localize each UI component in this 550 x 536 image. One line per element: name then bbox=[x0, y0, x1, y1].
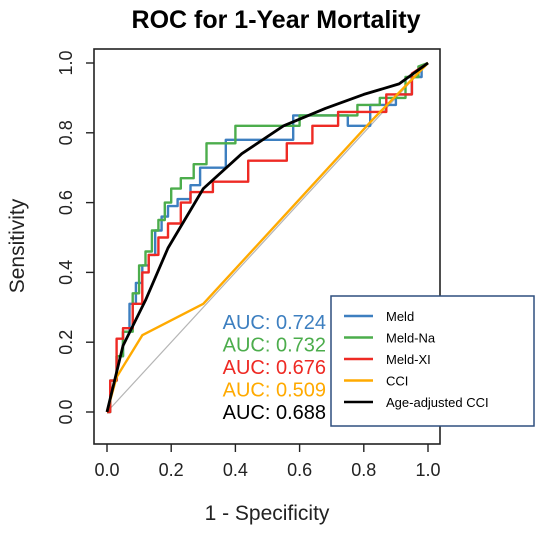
legend-label-meld-na: Meld-Na bbox=[386, 331, 436, 346]
legend: Meld Meld-Na Meld-XI CCI Age-adjusted CCI bbox=[330, 295, 535, 427]
y-axis-label: Sensitivity bbox=[6, 198, 29, 293]
y-tick-label: 0.8 bbox=[56, 120, 76, 145]
auc-label-meld-xi: AUC: 0.676 bbox=[223, 357, 326, 379]
legend-box bbox=[330, 295, 535, 427]
plot-frame bbox=[93, 48, 441, 445]
series-line-meld-xi bbox=[107, 61, 429, 414]
x-axis: 0.0 0.2 0.4 0.6 0.8 1.0 bbox=[94, 444, 441, 480]
auc-label-cci: AUC: 0.509 bbox=[223, 380, 326, 402]
x-tick-label: 0.0 bbox=[94, 460, 119, 480]
y-tick-label: 0.4 bbox=[56, 260, 76, 285]
series-line-age-adjusted-cci bbox=[105, 61, 429, 413]
auc-label-age-adjusted-cci: AUC: 0.688 bbox=[223, 402, 326, 424]
x-tick-label: 0.4 bbox=[223, 460, 248, 480]
x-tick-label: 0.2 bbox=[159, 460, 184, 480]
legend-label-age-adjusted-cci: Age-adjusted CCI bbox=[386, 395, 489, 410]
y-tick-label: 0.2 bbox=[56, 330, 76, 355]
x-axis-label: 1 - Specificity bbox=[205, 502, 330, 525]
x-tick-label: 0.8 bbox=[351, 460, 376, 480]
y-tick-label: 0.0 bbox=[56, 399, 76, 424]
x-tick-label: 1.0 bbox=[415, 460, 440, 480]
auc-label-meld-na: AUC: 0.732 bbox=[223, 335, 326, 357]
auc-label-meld: AUC: 0.724 bbox=[223, 312, 326, 334]
series-line-meld-na bbox=[107, 61, 429, 414]
chart-title: ROC for 1-Year Mortality bbox=[132, 6, 421, 34]
series-lines bbox=[105, 61, 429, 414]
x-tick-label: 0.6 bbox=[287, 460, 312, 480]
reference-diagonal-line bbox=[106, 62, 429, 413]
y-axis: 0.0 0.2 0.4 0.6 0.8 1.0 bbox=[56, 50, 94, 425]
legend-label-cci: CCI bbox=[386, 374, 408, 389]
y-tick-label: 1.0 bbox=[56, 50, 76, 75]
legend-label-meld-xi: Meld-XI bbox=[386, 352, 431, 367]
legend-label-meld: Meld bbox=[386, 309, 414, 324]
y-tick-label: 0.6 bbox=[56, 190, 76, 215]
